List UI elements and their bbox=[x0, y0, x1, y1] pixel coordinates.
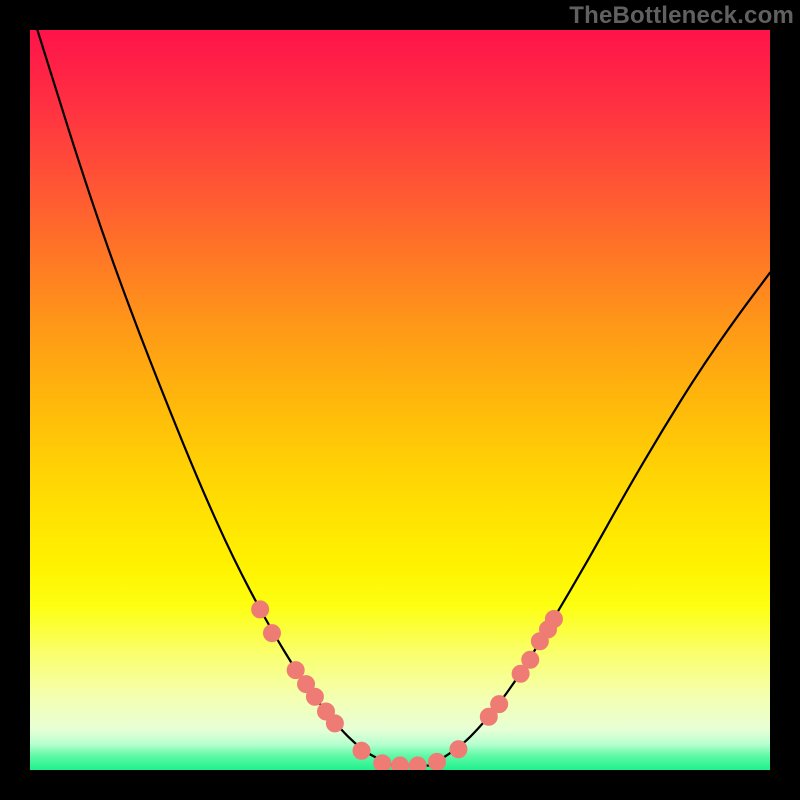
data-marker bbox=[306, 688, 323, 705]
data-marker bbox=[409, 757, 426, 770]
data-marker bbox=[429, 753, 446, 770]
data-marker bbox=[353, 742, 370, 759]
data-marker bbox=[287, 662, 304, 679]
watermark-text: TheBottleneck.com bbox=[569, 2, 794, 30]
data-marker bbox=[392, 757, 409, 770]
plot-area bbox=[30, 30, 770, 770]
data-marker bbox=[374, 755, 391, 770]
data-marker bbox=[522, 651, 539, 668]
plot-svg bbox=[30, 30, 770, 770]
gradient-background bbox=[30, 30, 770, 770]
data-marker bbox=[491, 696, 508, 713]
data-marker bbox=[450, 741, 467, 758]
data-marker bbox=[545, 611, 562, 628]
chart-frame: TheBottleneck.com bbox=[0, 0, 800, 800]
data-marker bbox=[252, 601, 269, 618]
data-marker bbox=[326, 715, 343, 732]
data-marker bbox=[263, 625, 280, 642]
